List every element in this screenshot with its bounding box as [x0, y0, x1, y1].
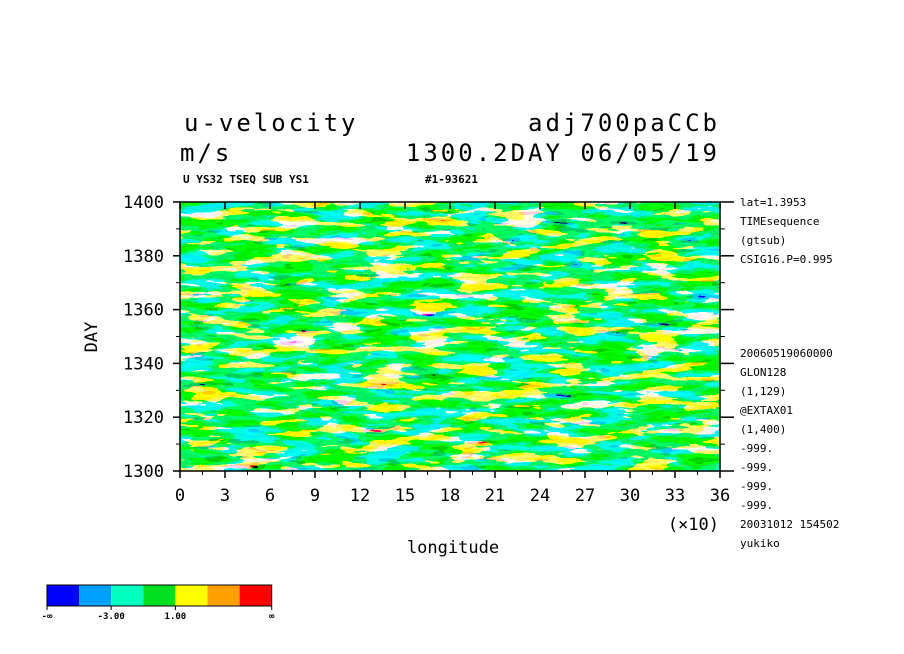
run-name: adj700paCCb	[528, 109, 720, 137]
x-tick-label: 3	[220, 486, 230, 506]
side-info-line: -999.	[740, 499, 773, 512]
x-tick-label: 18	[440, 486, 460, 506]
x-axis-label: longitude	[407, 538, 499, 558]
x-tick-label: 27	[575, 486, 595, 506]
colorbar-swatch	[239, 585, 272, 606]
colorbar-label: 1.00	[165, 612, 187, 622]
x-tick-label: 0	[175, 486, 185, 506]
side-info-line: CSIG16.P=0.995	[740, 253, 833, 266]
x-tick-label: 12	[350, 486, 370, 506]
x-tick-label: 36	[710, 486, 730, 506]
colorbar: -∞ -3.00 1.00 ∞	[42, 584, 275, 622]
time-label: 1300.2DAY 06/05/19	[406, 139, 720, 167]
x-tick-label: 21	[485, 486, 505, 506]
side-info-line: @EXTAX01	[740, 404, 793, 417]
x-tick-label: 33	[665, 486, 685, 506]
y-tick-label: 1400	[123, 193, 164, 213]
side-info-line: (1,400)	[740, 423, 786, 436]
colorbar-swatch	[47, 585, 80, 606]
side-info-line: 20060519060000	[740, 347, 833, 360]
y-tick-label: 1300	[123, 462, 164, 482]
plot-area	[179, 201, 721, 472]
side-info-top: lat=1.3953 TIMEsequence (gtsub) CSIG16.P=0.…	[740, 196, 833, 266]
side-info-line: -999.	[740, 480, 773, 493]
subtitle-right: #1-93621	[425, 173, 478, 186]
colorbar-label: -3.00	[98, 612, 125, 622]
side-info-bottom: 20060519060000 GLON128 (1,129) @EXTAX01 (1,4…	[740, 347, 839, 550]
side-info-line: (gtsub)	[740, 234, 786, 247]
side-info-line: yukiko	[740, 537, 780, 550]
side-info-line: -999.	[740, 442, 773, 455]
units-label: m/s	[180, 139, 232, 167]
y-tick-label: 1320	[123, 408, 164, 428]
x-tick-label: 9	[310, 486, 320, 506]
y-tick-label: 1360	[123, 301, 164, 321]
colorbar-swatch	[207, 585, 240, 606]
x-multiplier-label: (×10)	[668, 515, 719, 535]
colorbar-label: ∞	[269, 612, 275, 622]
y-tick-label: 1380	[123, 247, 164, 267]
side-info-line: (1,129)	[740, 385, 786, 398]
subtitle-left: U YS32 TSEQ SUB YS1	[183, 173, 309, 186]
y-tick-label: 1340	[123, 354, 164, 374]
colorbar-label: -∞	[42, 612, 53, 622]
chart-title: u-velocity	[184, 109, 359, 137]
colorbar-swatch	[111, 585, 144, 606]
heatmap-field	[180, 202, 720, 471]
x-axis: 0 3 6 9 12 15 18 21 24 27 30 33 36	[175, 202, 730, 506]
x-tick-label: 6	[265, 486, 275, 506]
side-info-line: GLON128	[740, 366, 786, 379]
side-info-line: lat=1.3953	[740, 196, 806, 209]
side-info-line: 20031012 154502	[740, 518, 839, 531]
y-axis-label: DAY	[82, 322, 102, 353]
colorbar-swatch	[175, 585, 208, 606]
colorbar-swatch	[79, 585, 112, 606]
colorbar-frame	[46, 584, 273, 607]
y-axis: 1300 1320 1340 1360 1380 1400	[123, 193, 734, 482]
side-info-line: TIMEsequence	[740, 215, 819, 228]
x-tick-label: 24	[530, 486, 550, 506]
side-info-line: -999.	[740, 461, 773, 474]
colorbar-swatch	[143, 585, 176, 606]
x-tick-label: 15	[395, 486, 415, 506]
x-tick-label: 30	[620, 486, 640, 506]
